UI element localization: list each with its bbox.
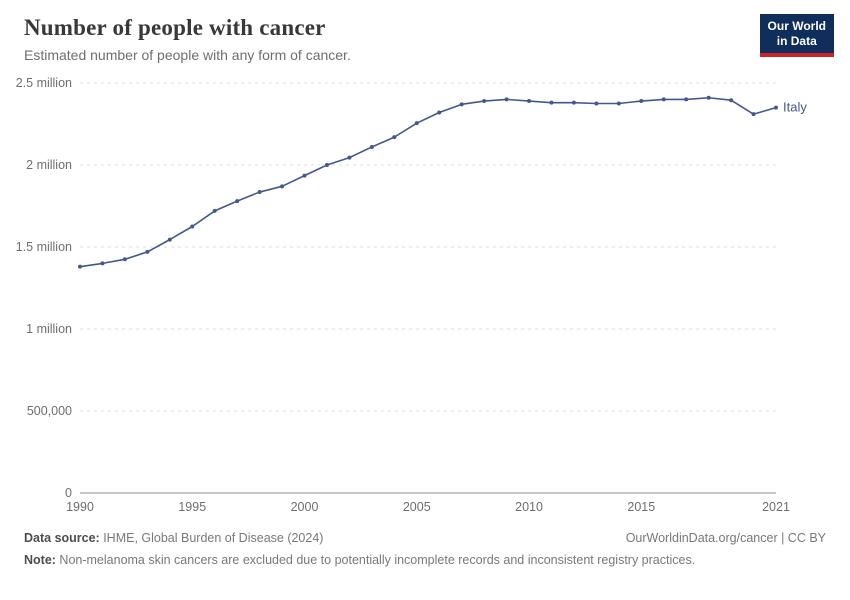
note-label: Note: — [24, 552, 56, 567]
data-point[interactable] — [347, 155, 352, 160]
x-tick-label: 2005 — [403, 500, 431, 514]
x-tick-label: 1990 — [66, 500, 94, 514]
owid-logo[interactable]: Our World in Data — [759, 14, 834, 57]
data-point[interactable] — [706, 95, 711, 100]
data-source-text: IHME, Global Burden of Disease (2024) — [99, 531, 324, 545]
data-point[interactable] — [729, 98, 734, 103]
data-point[interactable] — [302, 173, 307, 178]
chart-footer: Data source: IHME, Global Burden of Dise… — [0, 525, 850, 570]
data-point[interactable] — [571, 100, 576, 105]
data-point[interactable] — [459, 102, 464, 107]
series-label-italy[interactable]: Italy — [783, 100, 807, 115]
data-point[interactable] — [616, 101, 621, 106]
x-tick-label: 2000 — [291, 500, 319, 514]
note-text: Non-melanoma skin cancers are excluded d… — [55, 552, 696, 567]
data-point[interactable] — [190, 224, 195, 229]
data-point[interactable] — [684, 97, 689, 102]
owid-logo-line2: in Data — [776, 34, 817, 48]
chart-header: Number of people with cancer Estimated n… — [0, 0, 850, 63]
y-tick-label: 0 — [65, 486, 72, 500]
chart-subtitle: Estimated number of people with any form… — [24, 47, 351, 63]
x-tick-label: 2015 — [627, 500, 655, 514]
data-point[interactable] — [504, 97, 509, 102]
line-chart[interactable]: 0 500,000 1 million 1.5 million 2 million 2.5… — [0, 65, 850, 525]
data-point[interactable] — [751, 112, 756, 117]
data-source-label: Data source: — [24, 531, 100, 545]
data-point[interactable] — [774, 105, 778, 110]
data-point[interactable] — [594, 101, 599, 106]
note-row: Note: Non-melanoma skin cancers are excl… — [24, 551, 826, 570]
data-point[interactable] — [549, 100, 554, 105]
data-point[interactable] — [235, 199, 240, 204]
data-point[interactable] — [280, 184, 285, 189]
data-point[interactable] — [78, 264, 82, 269]
data-point[interactable] — [527, 99, 532, 104]
y-tick-label: 2 million — [26, 158, 72, 172]
data-point[interactable] — [369, 144, 374, 149]
x-tick-label: 2021 — [762, 500, 790, 514]
chart-title: Number of people with cancer — [24, 15, 326, 40]
series-line-italy[interactable] — [79, 96, 777, 268]
data-point[interactable] — [414, 121, 419, 126]
y-tick-label: 1 million — [26, 322, 72, 336]
data-point[interactable] — [145, 249, 150, 254]
y-tick-label: 1.5 million — [16, 240, 72, 254]
data-point[interactable] — [437, 110, 442, 115]
x-tick-label: 1995 — [178, 500, 206, 514]
data-point[interactable] — [257, 190, 262, 195]
owid-logo-line1: Our World — [767, 19, 826, 33]
y-tick-label: 500,000 — [27, 404, 72, 418]
y-tick-label: 2.5 million — [16, 76, 72, 90]
data-point[interactable] — [482, 99, 487, 104]
data-point[interactable] — [639, 99, 644, 104]
source-row: Data source: IHME, Global Burden of Dise… — [24, 529, 826, 548]
data-point[interactable] — [167, 237, 172, 242]
x-tick-label: 2010 — [515, 500, 543, 514]
license-link[interactable]: OurWorldinData.org/cancer | CC BY — [625, 531, 826, 545]
data-point[interactable] — [661, 97, 666, 102]
data-point[interactable] — [122, 257, 127, 262]
data-point[interactable] — [392, 135, 397, 140]
data-source: Data source: IHME, Global Burden of Dise… — [24, 529, 323, 548]
data-point[interactable] — [324, 163, 329, 167]
data-point[interactable] — [212, 208, 217, 213]
data-point[interactable] — [100, 261, 105, 266]
